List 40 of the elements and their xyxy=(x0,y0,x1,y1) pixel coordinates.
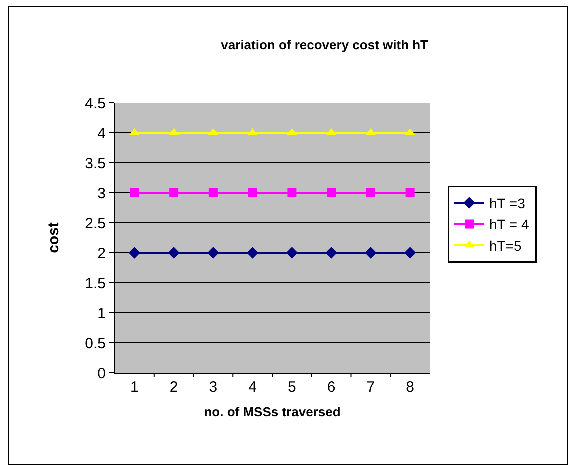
y-tick-label: 1 xyxy=(98,305,106,322)
y-tick-label: 4 xyxy=(98,125,106,142)
x-tick-label: 8 xyxy=(406,379,414,396)
x-tick-label: 2 xyxy=(170,379,178,396)
x-tick-label: 5 xyxy=(288,379,296,396)
y-tick-label: 3 xyxy=(98,185,106,202)
legend-label: hT=5 xyxy=(489,238,522,254)
y-tick-label: 2.5 xyxy=(85,215,106,232)
x-tick-label: 6 xyxy=(327,379,336,396)
x-tick-label: 1 xyxy=(130,379,139,396)
y-tick-label: 4.5 xyxy=(85,95,106,112)
point xyxy=(288,188,297,198)
point xyxy=(365,247,377,259)
x-tick-label: 4 xyxy=(248,379,257,396)
chart-title: variation of recovery cost with hT xyxy=(221,38,429,53)
point xyxy=(130,188,140,198)
point xyxy=(404,247,416,259)
point xyxy=(208,188,218,198)
x-axis-title: no. of MSSs traversed xyxy=(204,404,341,420)
point xyxy=(170,188,179,198)
point xyxy=(248,188,258,198)
y-tick-label: 1.5 xyxy=(85,275,106,292)
point xyxy=(128,247,141,259)
point xyxy=(286,247,298,259)
point xyxy=(168,247,180,259)
y-tick-label: 3.5 xyxy=(85,155,106,172)
legend-label: hT =3 xyxy=(489,195,526,212)
point xyxy=(208,247,220,259)
point xyxy=(366,188,376,198)
y-tick-label: 0 xyxy=(98,365,106,382)
point xyxy=(326,247,338,259)
x-tick-label: 7 xyxy=(366,379,376,396)
point xyxy=(406,188,415,198)
x-tick-label: 3 xyxy=(209,379,218,396)
legend-label: hT = 4 xyxy=(489,216,530,233)
y-tick-label: 2 xyxy=(98,245,106,262)
y-axis-title: cost xyxy=(45,222,62,254)
y-tick-label: 0.5 xyxy=(85,335,106,352)
point xyxy=(246,247,259,259)
point xyxy=(327,188,336,198)
